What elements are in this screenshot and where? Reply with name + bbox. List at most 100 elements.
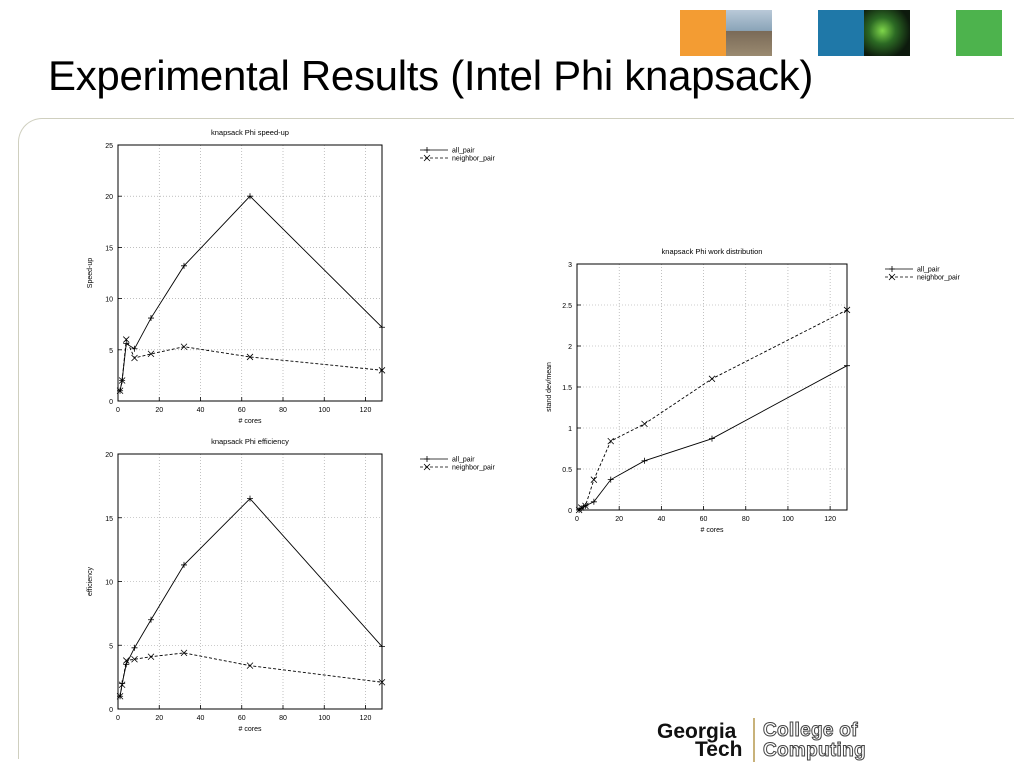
x-tick-label: 0 <box>575 516 579 523</box>
x-tick-label: 0 <box>116 715 120 722</box>
legend-label-neighbor_pair: neighbor_pair <box>452 156 495 163</box>
data-point-neighbor_pair <box>843 306 851 314</box>
data-point-neighbor_pair <box>708 375 716 383</box>
data-point-neighbor_pair <box>246 662 254 669</box>
x-tick-label: 120 <box>360 715 372 722</box>
y-tick-label: 10 <box>105 297 113 304</box>
orange-tile <box>680 10 726 56</box>
y-tick-label: 2.5 <box>562 303 572 310</box>
data-point-all_pair <box>379 324 385 331</box>
y-tick-label: 20 <box>105 194 113 201</box>
blue-tile <box>818 10 864 56</box>
y-tick-label: 2 <box>568 344 572 351</box>
x-tick-label: 100 <box>318 407 330 414</box>
data-point-all_pair <box>247 495 253 502</box>
y-tick-label: 0 <box>568 508 572 515</box>
chart-title: knapsack Phi work distribution <box>662 247 763 256</box>
x-tick-label: 80 <box>279 715 287 722</box>
data-point-all_pair <box>607 476 614 483</box>
data-point-all_pair <box>131 644 138 651</box>
x-tick-label: 100 <box>318 715 330 722</box>
y-axis-label: stand dev/mean <box>546 362 553 412</box>
series-line-neighbor_pair <box>578 309 848 511</box>
logo-computing: Computing <box>763 740 867 762</box>
data-point-neighbor_pair <box>607 437 615 445</box>
y-tick-label: 0.5 <box>562 467 572 474</box>
y-tick-label: 5 <box>109 348 113 355</box>
legend-label-all_pair: all_pair <box>452 148 475 155</box>
data-point-neighbor_pair <box>378 366 386 374</box>
data-point-neighbor_pair <box>590 476 598 483</box>
x-tick-label: 0 <box>116 407 120 414</box>
y-tick-label: 10 <box>105 580 113 587</box>
data-point-all_pair <box>181 561 187 568</box>
data-point-neighbor_pair <box>131 354 138 362</box>
data-point-neighbor_pair <box>116 692 124 700</box>
logo-divider <box>753 718 755 762</box>
legend-label-neighbor_pair: neighbor_pair <box>917 275 960 282</box>
legend-marker-all_pair <box>889 266 895 272</box>
x-tick-label: 60 <box>700 516 708 523</box>
data-point-all_pair <box>641 457 648 464</box>
data-point-neighbor_pair <box>180 649 188 657</box>
series-line-neighbor_pair <box>119 652 383 697</box>
y-tick-label: 0 <box>109 399 113 406</box>
data-point-neighbor_pair <box>582 502 589 510</box>
data-point-neighbor_pair <box>122 336 130 343</box>
y-tick-label: 25 <box>105 143 113 150</box>
data-point-all_pair <box>181 262 187 269</box>
y-tick-label: 1 <box>568 426 572 433</box>
data-point-all_pair <box>379 643 385 650</box>
data-point-neighbor_pair <box>131 655 138 663</box>
x-tick-label: 60 <box>238 407 246 414</box>
plot-frame <box>117 144 383 402</box>
green-tile <box>956 10 1002 56</box>
campus-photo-tile <box>726 10 772 56</box>
data-point-all_pair <box>844 362 850 369</box>
slide-title: Experimental Results (Intel Phi knapsack… <box>48 52 814 99</box>
data-point-all_pair <box>247 193 253 200</box>
data-point-neighbor_pair <box>122 657 130 664</box>
legend-label-all_pair: all_pair <box>452 457 475 464</box>
logo-college-of: College of <box>763 720 859 742</box>
logo-georgia: Georgia <box>657 720 737 743</box>
x-axis-label: # cores <box>239 418 262 425</box>
data-point-all_pair <box>148 616 154 623</box>
data-point-neighbor_pair <box>118 681 126 689</box>
data-point-neighbor_pair <box>378 678 386 686</box>
legend-marker-all_pair <box>424 147 430 153</box>
x-tick-label: 120 <box>360 407 372 414</box>
header-tiles <box>0 10 1024 60</box>
legend-marker-all_pair <box>424 456 430 462</box>
x-tick-label: 100 <box>782 516 794 523</box>
x-axis-label: # cores <box>701 527 724 534</box>
legend-marker-neighbor_pair <box>423 154 431 162</box>
data-point-neighbor_pair <box>118 377 126 384</box>
data-point-all_pair <box>123 661 130 668</box>
x-tick-label: 60 <box>238 715 246 722</box>
data-point-all_pair <box>131 345 138 352</box>
y-tick-label: 20 <box>105 452 113 459</box>
data-point-neighbor_pair <box>147 653 155 661</box>
x-tick-label: 20 <box>155 715 163 722</box>
series-line-neighbor_pair <box>119 337 383 391</box>
x-tick-label: 40 <box>197 407 205 414</box>
data-point-neighbor_pair <box>246 353 254 361</box>
data-point-neighbor_pair <box>577 504 585 511</box>
x-tick-label: 80 <box>742 516 750 523</box>
chart-title: knapsack Phi efficiency <box>211 437 289 446</box>
data-point-neighbor_pair <box>180 343 188 351</box>
x-tick-label: 80 <box>279 407 287 414</box>
y-tick-label: 1.5 <box>562 385 572 392</box>
x-tick-label: 40 <box>197 715 205 722</box>
y-tick-label: 15 <box>105 516 113 523</box>
y-tick-label: 0 <box>109 707 113 714</box>
x-tick-label: 40 <box>657 516 665 523</box>
x-tick-label: 120 <box>824 516 836 523</box>
data-point-all_pair <box>590 498 597 505</box>
y-axis-label: Speed-up <box>87 258 94 288</box>
data-point-neighbor_pair <box>147 350 155 358</box>
data-point-all_pair <box>148 315 154 322</box>
